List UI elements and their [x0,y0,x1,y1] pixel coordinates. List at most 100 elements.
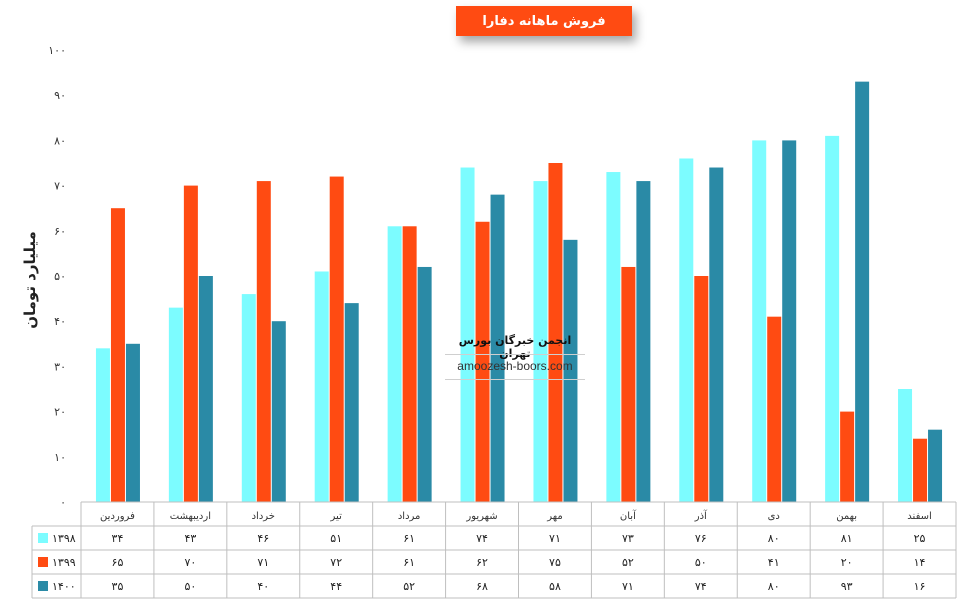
legend-swatch [38,581,48,591]
bar [825,135,840,502]
bar [490,194,505,502]
data-label: ۷۱ [549,532,561,545]
data-label: ۵۲ [622,556,634,569]
data-label: ۵۱ [330,532,342,545]
y-tick-label: ۲۰ [54,406,66,419]
data-label: ۷۶ [695,532,707,545]
data-label: ۴۰ [257,580,269,593]
data-label: ۷۴ [476,532,488,545]
watermark-title: انجمن خبرگان بورس تهران [458,334,572,360]
legend-label: ۱۳۹۸ [52,532,76,545]
data-label: ۶۱ [403,556,415,569]
data-label: ۶۲ [476,556,488,569]
bar [709,167,724,502]
bar [344,303,359,502]
data-label: ۷۱ [622,580,634,593]
data-label: ۷۰ [184,556,196,569]
bar [271,321,286,502]
x-tick-label: اردیبهشت [170,511,211,522]
watermark-url: amoozesh-boors.com [457,359,573,373]
bar [636,181,651,502]
x-tick-label: دی [768,511,780,522]
data-label: ۷۵ [549,556,561,569]
y-tick-label: ۰ [60,496,66,509]
data-label: ۲۰ [841,556,853,569]
data-label: ۳۵ [112,580,124,593]
y-tick-label: ۸۰ [54,134,66,147]
y-tick-label: ۷۰ [54,180,66,193]
bar [475,221,490,502]
bar [840,411,855,502]
data-label: ۱۴ [914,556,926,569]
bar [241,294,256,502]
bar [855,81,870,502]
data-label: ۴۴ [330,580,342,593]
x-tick-label: بهمن [836,511,857,522]
data-label: ۷۱ [257,556,269,569]
data-label: ۶۸ [476,580,488,593]
bar [606,172,621,503]
data-label: ۸۰ [768,532,780,545]
data-label: ۴۱ [768,556,780,569]
x-tick-label: مهر [546,511,562,522]
bar [563,239,578,502]
data-label: ۹۳ [841,580,853,593]
chart-title: فروش ماهانه دفارا [456,6,632,36]
bar [110,208,125,502]
legend-swatch [38,557,48,567]
data-label: ۵۰ [184,580,196,593]
bar [913,438,928,502]
bar [183,185,198,502]
bar [533,181,548,502]
bar [928,429,943,502]
x-tick-label: خرداد [252,511,275,522]
data-label: ۳۴ [112,532,124,545]
bar [460,167,475,502]
data-label: ۴۶ [257,532,269,545]
bar [125,343,140,502]
data-label: ۷۲ [330,556,342,569]
bar [95,348,110,502]
data-label: ۲۵ [914,532,926,545]
x-tick-label: مرداد [398,511,421,522]
data-label: ۵۰ [695,556,707,569]
bar [402,226,417,502]
bar [621,266,636,502]
y-tick-label: ۳۰ [54,360,66,373]
x-tick-label: آذر [694,509,708,522]
legend-label: ۱۴۰۰ [52,580,76,593]
y-tick-label: ۱۰ [54,451,66,464]
bar [752,140,767,502]
bar [329,176,344,502]
y-tick-label: ۹۰ [54,89,66,102]
y-tick-label: ۵۰ [54,270,66,283]
bar [782,140,797,502]
x-tick-label: آبان [620,509,637,522]
y-tick-label: ۴۰ [54,315,66,328]
legend-swatch [38,533,48,543]
data-label: ۵۲ [403,580,415,593]
data-label: ۷۴ [695,580,707,593]
bar [898,389,913,502]
legend-label: ۱۳۹۹ [52,556,76,569]
x-tick-label: اسفند [907,511,931,522]
y-tick-label: ۱۰۰ [48,44,66,57]
watermark-divider-bottom [445,379,585,380]
data-label: ۸۰ [768,580,780,593]
bar [767,316,782,502]
x-tick-label: فروردین [100,511,135,522]
data-label: ۱۶ [914,580,926,593]
data-label: ۷۳ [622,532,634,545]
bar [417,266,432,502]
watermark-divider [445,354,585,355]
y-axis-label: میلیارد تومان [21,231,39,329]
data-label: ۶۱ [403,532,415,545]
bar [694,276,709,502]
x-tick-label: شهریور [465,511,497,522]
bar [256,181,271,502]
data-label: ۶۵ [112,556,124,569]
data-label: ۴۳ [184,532,196,545]
bar [387,226,402,502]
bar [168,307,183,502]
